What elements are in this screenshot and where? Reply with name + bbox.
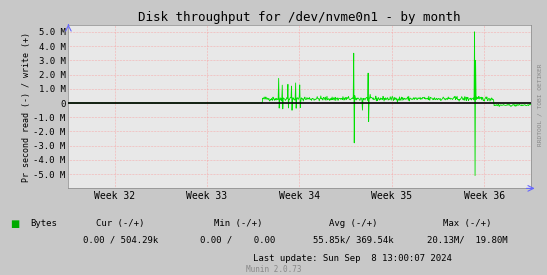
Text: Cur (-/+): Cur (-/+) bbox=[96, 219, 144, 228]
Text: Avg (-/+): Avg (-/+) bbox=[329, 219, 377, 228]
Text: 55.85k/ 369.54k: 55.85k/ 369.54k bbox=[312, 235, 393, 244]
Text: Bytes: Bytes bbox=[30, 219, 57, 228]
Text: 20.13M/  19.80M: 20.13M/ 19.80M bbox=[427, 235, 508, 244]
Text: Last update: Sun Sep  8 13:00:07 2024: Last update: Sun Sep 8 13:00:07 2024 bbox=[253, 254, 452, 263]
Title: Disk throughput for /dev/nvme0n1 - by month: Disk throughput for /dev/nvme0n1 - by mo… bbox=[138, 10, 461, 24]
Text: 0.00 /    0.00: 0.00 / 0.00 bbox=[200, 235, 276, 244]
Text: ■: ■ bbox=[10, 219, 19, 229]
Text: Max (-/+): Max (-/+) bbox=[444, 219, 492, 228]
Y-axis label: Pr second read (-) / write (+): Pr second read (-) / write (+) bbox=[21, 32, 31, 182]
Text: 0.00 / 504.29k: 0.00 / 504.29k bbox=[83, 235, 158, 244]
Text: Munin 2.0.73: Munin 2.0.73 bbox=[246, 265, 301, 274]
Text: RRDTOOL / TOBI OETIKER: RRDTOOL / TOBI OETIKER bbox=[538, 63, 543, 146]
Text: Min (-/+): Min (-/+) bbox=[214, 219, 262, 228]
